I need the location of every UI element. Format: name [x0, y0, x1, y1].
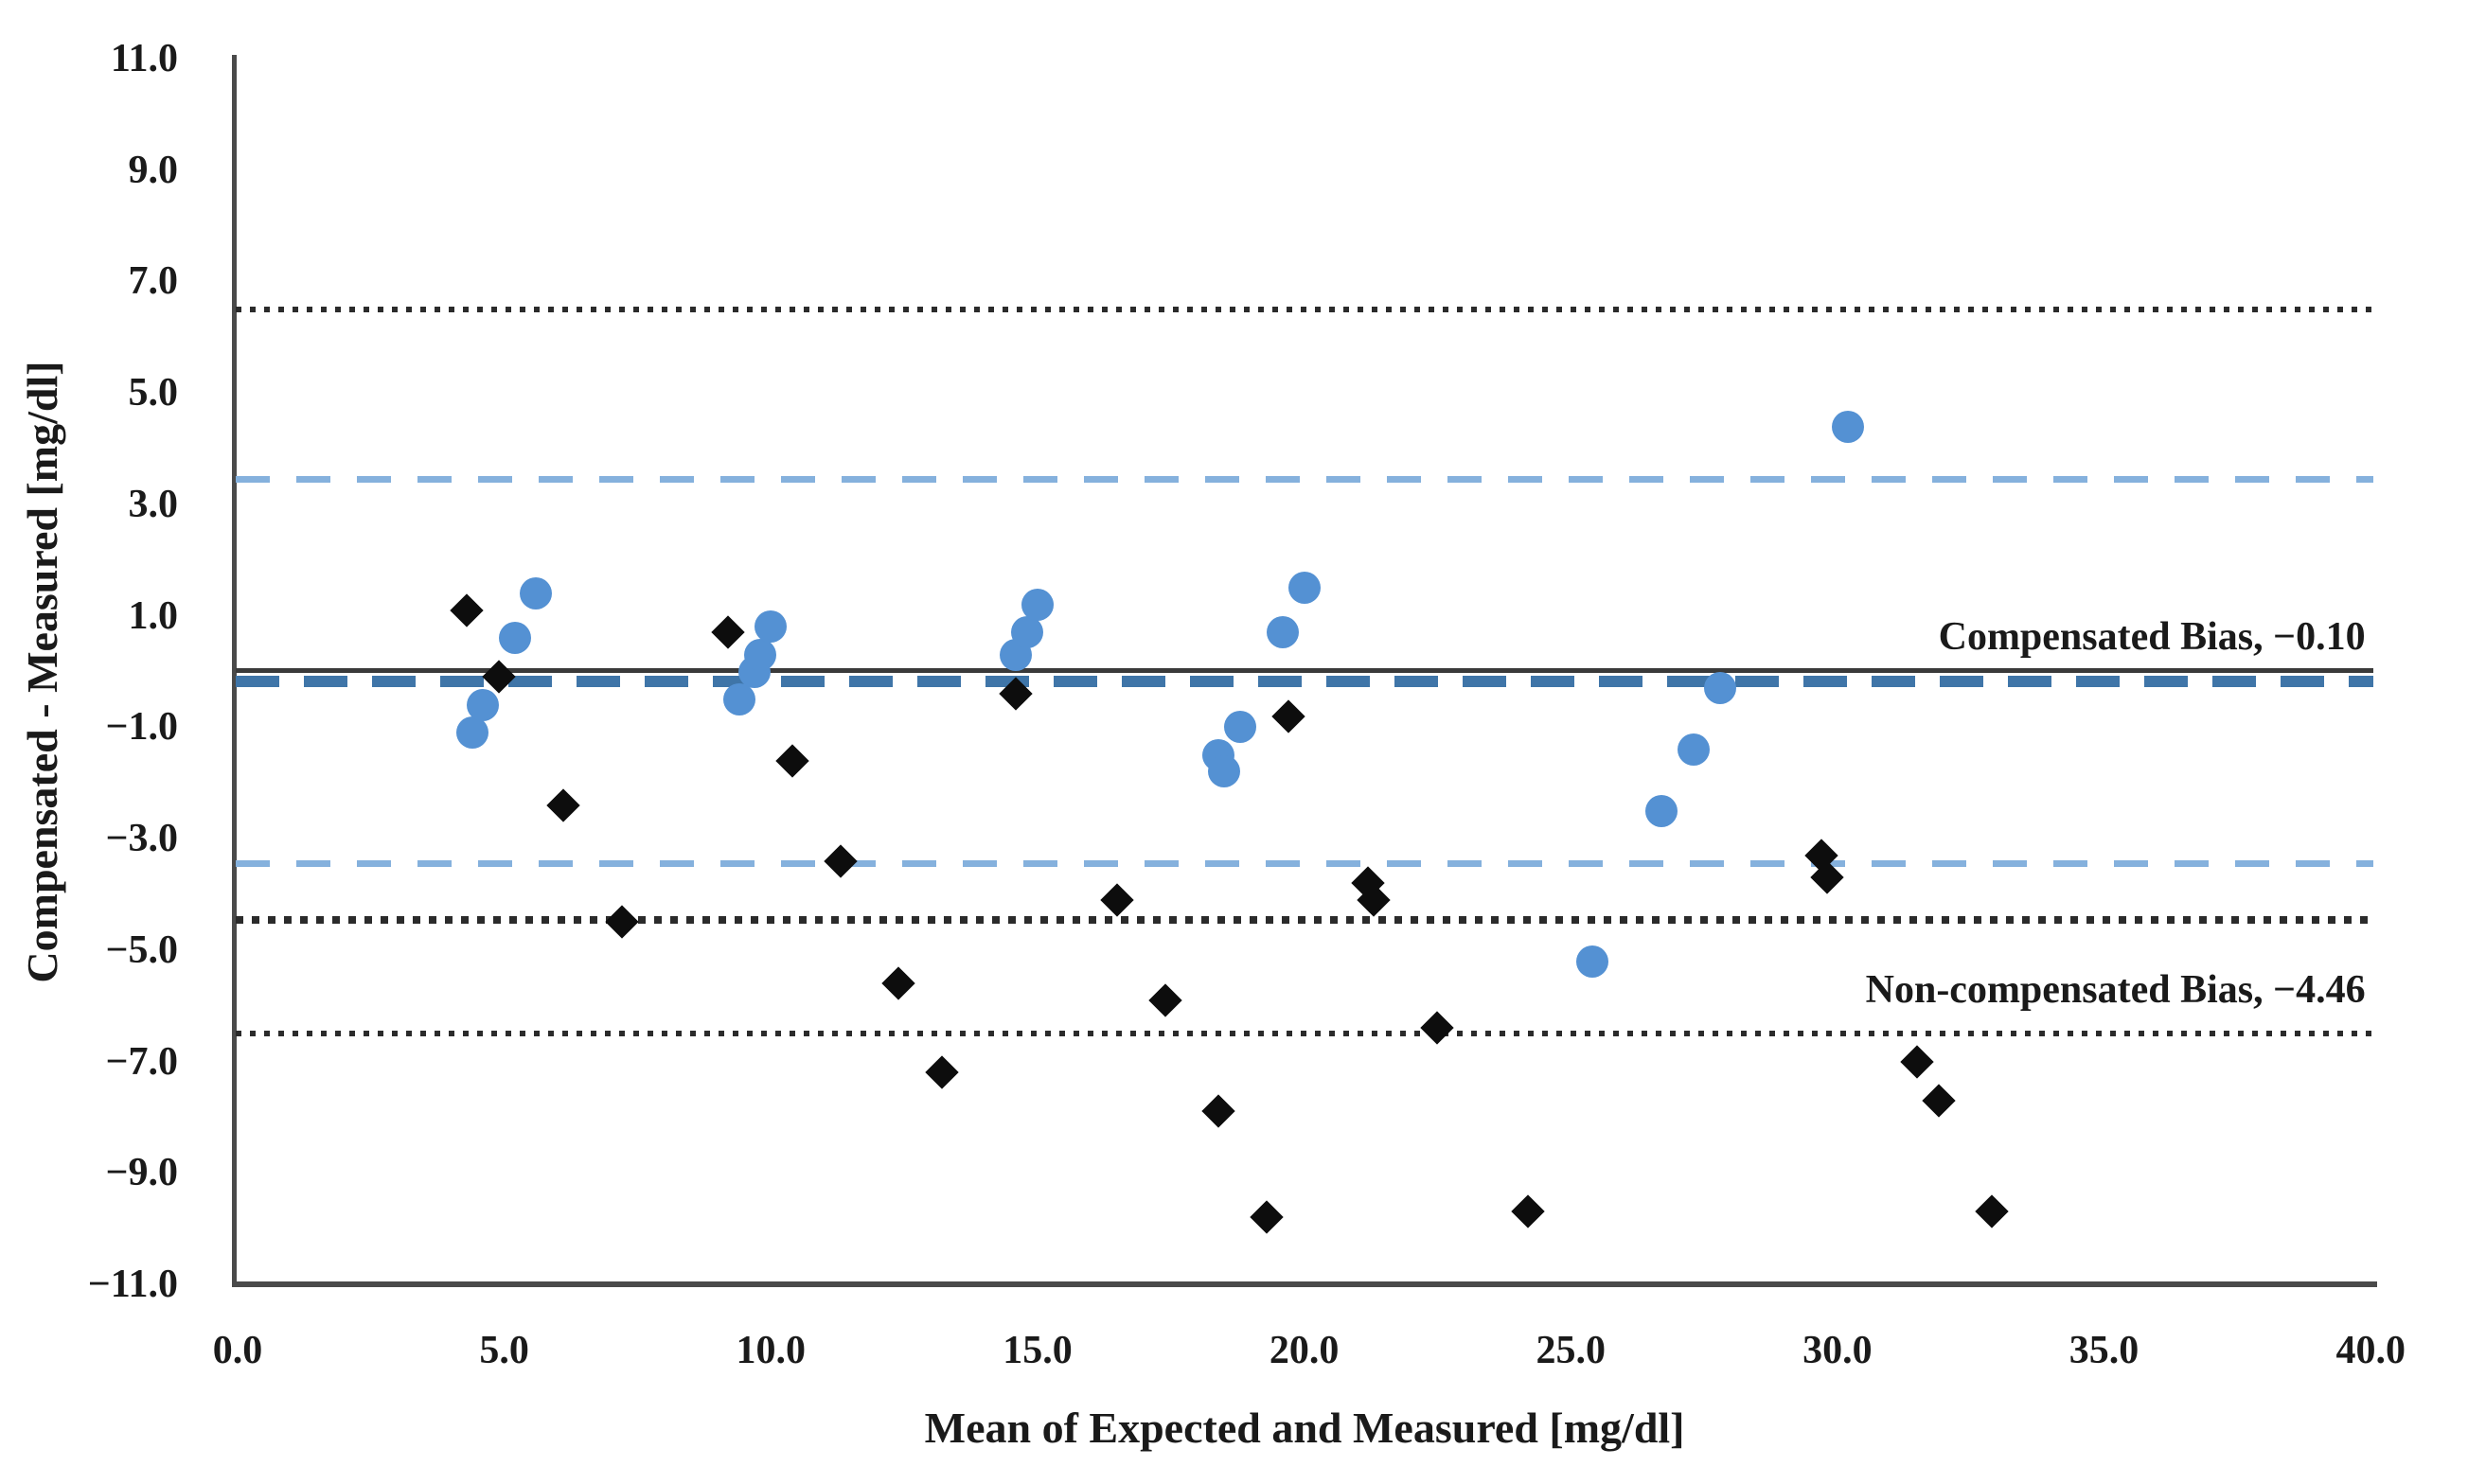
data-point-non-compensated [823, 843, 858, 878]
data-point-compensated [1224, 711, 1256, 744]
y-tick-label: 7.0 [128, 259, 179, 304]
data-point-compensated [520, 577, 553, 610]
data-point-compensated [1703, 672, 1736, 705]
noncompensated-bias-label: Non-compensated Bias, −4.46 [1865, 968, 2366, 1013]
data-point-compensated [1267, 616, 1300, 649]
data-point-non-compensated [1271, 698, 1305, 733]
data-point-non-compensated [1201, 1094, 1236, 1129]
data-point-non-compensated [545, 788, 580, 822]
data-point-non-compensated [604, 905, 639, 940]
y-tick-label: −1.0 [105, 705, 178, 750]
data-point-non-compensated [1420, 1011, 1455, 1045]
data-point-compensated [467, 688, 500, 721]
data-point-non-compensated [1900, 1044, 1935, 1079]
data-point-non-compensated [881, 966, 916, 1000]
x-tick-label: 10.0 [736, 1329, 807, 1372]
compensated-bias-line [236, 676, 2374, 688]
x-axis-spine [232, 1281, 2378, 1287]
data-point-compensated [455, 716, 488, 750]
data-point-non-compensated [924, 1055, 959, 1089]
data-point-compensated [1575, 945, 1608, 978]
data-point-compensated [722, 682, 755, 716]
y-tick-label: 1.0 [128, 593, 179, 638]
data-point-non-compensated [1250, 1200, 1284, 1234]
data-point-compensated [744, 638, 777, 671]
noncompensated-bias-line [236, 916, 2374, 925]
y-axis-spine [232, 55, 237, 1286]
compensated-upper-loa [236, 475, 2374, 483]
y-tick-label: 9.0 [128, 148, 179, 192]
data-point-compensated [1287, 572, 1321, 605]
zero-line [236, 667, 2374, 673]
y-tick-label: −7.0 [105, 1039, 178, 1084]
data-point-compensated [1832, 410, 1865, 443]
data-point-non-compensated [1100, 883, 1135, 917]
y-tick-label: −5.0 [105, 928, 178, 972]
x-tick-label: 5.0 [479, 1329, 529, 1372]
data-point-compensated [755, 610, 788, 644]
x-tick-label: 35.0 [2069, 1329, 2140, 1372]
x-tick-label: 25.0 [1536, 1329, 1607, 1372]
data-point-compensated [1021, 588, 1054, 621]
data-point-compensated [498, 622, 531, 655]
x-tick-label: 15.0 [1003, 1329, 1073, 1372]
data-point-compensated [1010, 616, 1043, 649]
x-tick-label: 30.0 [1802, 1329, 1873, 1372]
data-point-non-compensated [1511, 1194, 1545, 1229]
x-tick-label: 0.0 [212, 1329, 263, 1372]
x-tick-label: 20.0 [1269, 1329, 1340, 1372]
x-tick-label: 40.0 [2335, 1329, 2406, 1372]
data-point-non-compensated [775, 743, 809, 778]
y-tick-label: 11.0 [110, 37, 178, 81]
data-point-compensated [1208, 755, 1241, 788]
upper-acceptance-limit [236, 306, 2374, 312]
y-tick-label: −3.0 [105, 817, 178, 861]
data-point-non-compensated [1148, 983, 1182, 1017]
compensated-bias-label: Compensated Bias, −0.10 [1938, 615, 2366, 659]
data-point-compensated [1645, 794, 1678, 827]
data-point-non-compensated [1922, 1084, 1956, 1118]
compensated-lower-loa [236, 860, 2374, 868]
y-tick-label: 3.0 [128, 482, 179, 526]
lower-acceptance-limit [236, 1031, 2374, 1037]
y-tick-label: −11.0 [87, 1262, 178, 1306]
x-axis-title: Mean of Expected and Measured [mg/dl] [924, 1404, 1685, 1452]
data-point-non-compensated [711, 615, 745, 649]
data-point-non-compensated [450, 593, 484, 627]
y-tick-label: 5.0 [128, 371, 179, 415]
y-tick-label: −9.0 [105, 1151, 178, 1195]
data-point-compensated [1677, 733, 1710, 766]
data-point-non-compensated [1975, 1194, 2009, 1229]
y-axis-title: Compensated - Measured [mg/dl] [18, 360, 66, 983]
